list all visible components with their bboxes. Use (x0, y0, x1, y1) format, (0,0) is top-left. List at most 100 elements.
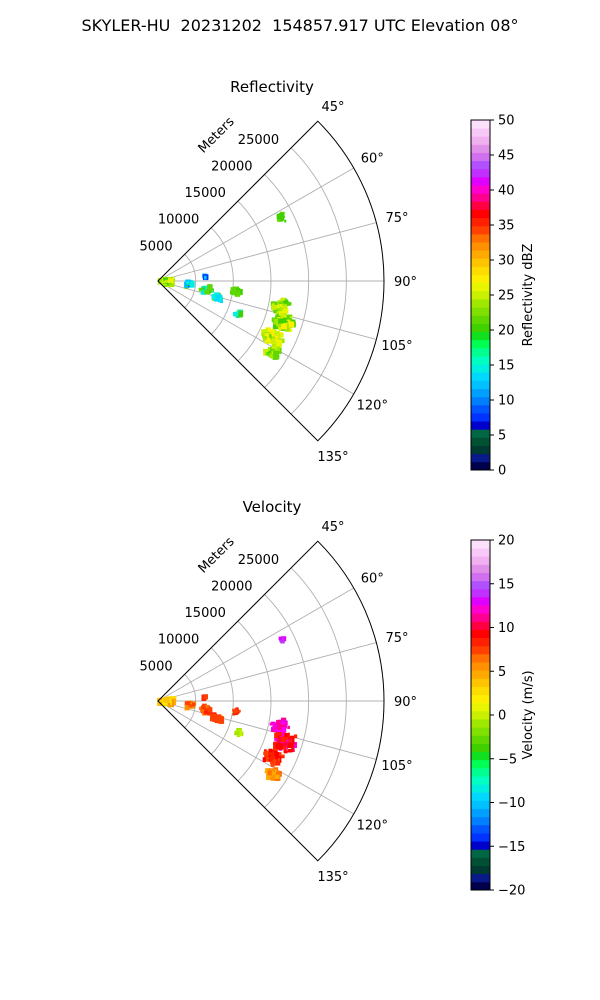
echo-pixel (284, 322, 290, 327)
colorbar-segment (471, 719, 490, 728)
echo-pixel (207, 284, 213, 291)
echo-pixel (290, 735, 295, 741)
echo-pixel (271, 329, 276, 333)
colorbar-segment (471, 686, 490, 696)
echo-pixel (271, 345, 277, 349)
echo-pixel (189, 281, 194, 286)
echo-pixel (263, 349, 269, 356)
colorbar-segment (471, 767, 490, 777)
angle-tick-label: 60° (361, 151, 384, 166)
echo-pixel (280, 313, 285, 318)
colorbar-segment (471, 800, 490, 810)
azimuth-spoke (157, 587, 354, 702)
echo-pixel (280, 731, 286, 739)
echo-pixel (270, 347, 276, 354)
echo-pixel (267, 770, 272, 776)
colorbar-segment (471, 380, 490, 390)
echo-pixel (273, 318, 278, 325)
echo-pixel (281, 727, 287, 732)
echo-pixel (198, 287, 202, 292)
colorbar-segment (471, 588, 490, 598)
colorbar-segment (471, 176, 490, 186)
echo-pixel (283, 740, 288, 745)
echo-pixel (262, 335, 268, 342)
echo-pixel (289, 316, 293, 318)
echo-pixel (285, 737, 289, 740)
echo-pixel (278, 636, 282, 641)
echo-pixel (230, 287, 236, 292)
echo-pixel (184, 703, 190, 711)
azimuth-spoke (157, 222, 377, 282)
echo-pixel (279, 307, 283, 313)
echo-pixel (293, 734, 298, 739)
colorbar-segment (471, 160, 490, 170)
echo-pixel (272, 759, 277, 765)
echo-pixel (288, 321, 295, 328)
echo-pixel (236, 711, 240, 714)
echo-pixel (281, 306, 286, 309)
radial-tick-label: 15000 (185, 606, 226, 621)
echo-pixel (263, 329, 269, 333)
angle-tick-label: 90° (394, 695, 417, 710)
echo-pixel (283, 308, 289, 314)
colorbar-segment (471, 865, 490, 875)
panel-title: Reflectivity (230, 78, 314, 96)
echo-pixel (270, 336, 273, 339)
echo-pixel (278, 332, 284, 338)
echo-pixel (270, 763, 275, 767)
echo-pixel (273, 351, 277, 355)
echo-pixel (273, 724, 278, 730)
echo-pixel (275, 743, 281, 750)
echo-pixel (281, 338, 285, 344)
echo-pixel (186, 281, 190, 284)
echo-pixel (277, 323, 283, 328)
echo-pixel (289, 329, 293, 332)
echo-pixel (288, 739, 293, 743)
echo-pixel (166, 698, 172, 704)
colorbar-tick-label: 25 (498, 289, 515, 304)
colorbar-segment (471, 339, 490, 349)
echo-pixel (279, 752, 282, 755)
colorbar-tick-label: 40 (498, 184, 515, 199)
colorbar-segment (471, 645, 490, 655)
echo-pixel (285, 747, 288, 749)
colorbar-tick-label: 15 (498, 577, 515, 592)
echo-pixel (278, 318, 284, 324)
colorbar-label: Velocity (m/s) (521, 670, 536, 759)
echo-pixel (269, 722, 275, 726)
polar-plot: 45° 60° 75° 90° 105° 120° 135° 5000 10000 15000 20… (140, 520, 417, 885)
radial-tick-label: 15000 (185, 186, 226, 201)
echo-pixel (202, 287, 205, 290)
colorbar: −20 −15 −10 −5 0 5 10 15 20 Velocity (m/s) (470, 534, 536, 899)
colorbar-tick-label: −15 (498, 840, 525, 855)
echo-pixel (270, 760, 275, 765)
radial-tick-label: 20000 (211, 579, 252, 594)
colorbar-segment (471, 873, 490, 883)
colorbar-segment (471, 250, 490, 259)
echo-pixel (205, 705, 209, 709)
angle-tick-label: 135° (317, 450, 348, 465)
colorbar-segment (471, 225, 490, 235)
radial-tick-label: 25000 (238, 553, 279, 568)
colorbar-segment (471, 128, 490, 137)
colorbar-tick-label: 15 (498, 359, 515, 374)
echo-pixel (184, 701, 191, 705)
echo-pixel (286, 739, 289, 743)
colorbar-segment (471, 833, 490, 842)
echo-pixel (271, 768, 277, 773)
radial-axis-label: Meters (196, 114, 238, 156)
colorbar-segment (471, 461, 490, 471)
echo-pixel (276, 313, 280, 319)
reflectivity-panel: Reflectivity 45°60°75°90°105°120°135°500… (140, 78, 536, 479)
colorbar-segment (471, 233, 490, 243)
colorbar-segment (471, 120, 490, 129)
echo-pixel (215, 719, 220, 724)
echo-pixel (167, 277, 174, 284)
colorbar-segment (471, 776, 490, 785)
colorbar-segment (471, 266, 490, 276)
echo-pixel (279, 215, 285, 221)
echo-pixel (274, 769, 279, 775)
colorbar-segment (471, 670, 490, 679)
echo-pixel (280, 746, 283, 749)
echo-pixel (284, 732, 288, 738)
